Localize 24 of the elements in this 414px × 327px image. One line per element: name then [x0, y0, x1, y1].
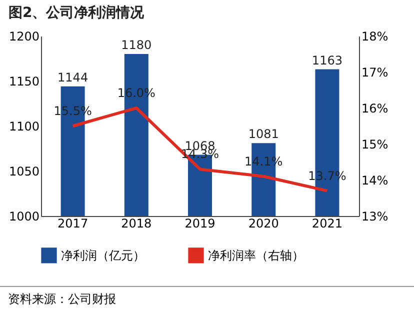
x-tick-label: 2018 — [121, 216, 152, 230]
chart-title: 图2、公司净利润情况 — [8, 4, 146, 21]
y2-tick-label: 13% — [362, 210, 388, 224]
y2-tick-label: 17% — [362, 66, 388, 80]
y-tick-label: 1150 — [8, 74, 40, 88]
data-label: 1163 — [312, 53, 342, 68]
legend-label: 净利润（亿元） — [61, 248, 145, 262]
x-tick-label: 2021 — [312, 216, 342, 230]
x-tick-label: 2019 — [184, 216, 216, 230]
y-tick-label: 1050 — [8, 164, 40, 178]
y-tick-label: 1200 — [8, 30, 40, 44]
x-tick-label: 2017 — [58, 216, 88, 230]
data-label: 1081 — [248, 127, 279, 142]
y2-tick-label: 15% — [362, 138, 388, 152]
data-label: 1180 — [121, 38, 152, 52]
y-tick-label: 1100 — [8, 120, 40, 134]
x-tick-label: 2020 — [248, 216, 279, 230]
y-tick-label: 1000 — [8, 210, 40, 224]
y2-tick-label: 18% — [362, 30, 388, 44]
y2-tick-label: 16% — [362, 102, 388, 116]
text: 资料来源：公司财报 — [0, 286, 414, 312]
legend-label: 净利润率（右轴） — [208, 248, 304, 262]
y2-tick-label: 14% — [362, 174, 388, 188]
data-label: 1144 — [58, 70, 88, 84]
